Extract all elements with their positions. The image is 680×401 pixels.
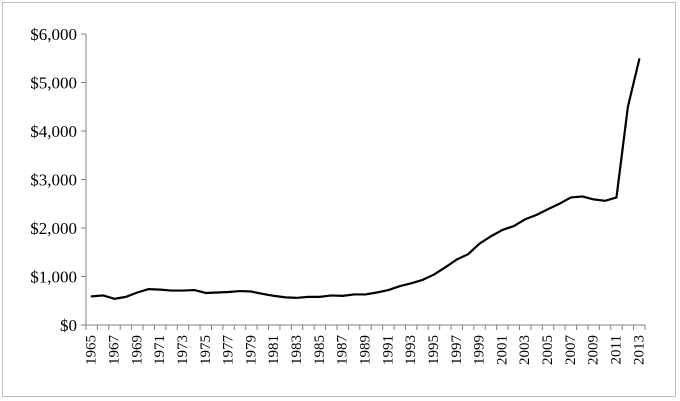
data-point xyxy=(159,288,161,290)
data-point xyxy=(433,273,435,275)
data-point xyxy=(262,293,264,295)
data-point xyxy=(444,266,446,268)
y-tick-label: $4,000 xyxy=(30,122,77,141)
data-point xyxy=(284,296,286,298)
x-tick-label: 1997 xyxy=(449,335,465,366)
data-point xyxy=(421,279,423,281)
data-point xyxy=(113,298,115,300)
data-point xyxy=(136,291,138,293)
x-tick-label: 1991 xyxy=(380,335,396,365)
data-point xyxy=(570,196,572,198)
data-point xyxy=(456,258,458,260)
data-point xyxy=(627,106,629,108)
data-point xyxy=(353,293,355,295)
data-point xyxy=(239,290,241,292)
data-point xyxy=(535,214,537,216)
data-point xyxy=(102,294,104,296)
x-tick-label: 1971 xyxy=(152,335,168,365)
data-point xyxy=(250,290,252,292)
data-point xyxy=(524,218,526,220)
x-axis: 1965 1967 1969 1971 1973 1975 1977 1979 1981 1983… xyxy=(84,324,647,366)
x-tick-label: 1973 xyxy=(175,335,191,365)
data-point xyxy=(501,229,503,231)
y-tick-label: $0 xyxy=(60,316,77,335)
data-point xyxy=(547,208,549,210)
x-tick-label: 1989 xyxy=(358,335,374,365)
data-point xyxy=(330,294,332,296)
data-point xyxy=(490,235,492,237)
data-point xyxy=(364,293,366,295)
data-point xyxy=(307,296,309,298)
x-tick-label: 1995 xyxy=(426,335,442,365)
x-tick-label: 2009 xyxy=(586,335,602,365)
data-point xyxy=(376,291,378,293)
data-point xyxy=(227,291,229,293)
x-tick-label: 1979 xyxy=(243,335,259,365)
x-tick-label: 2001 xyxy=(494,335,510,365)
y-axis: $0 $1,000 $2,000 $3,000 $4,000 $5,000 $6,000 xyxy=(30,25,87,335)
data-point xyxy=(615,196,617,198)
data-point xyxy=(148,288,150,290)
x-tick-label: 1993 xyxy=(403,335,419,365)
data-point xyxy=(296,297,298,299)
data-point xyxy=(387,289,389,291)
data-point xyxy=(341,295,343,297)
series-line xyxy=(90,58,641,300)
y-tick-label: $2,000 xyxy=(30,219,77,238)
x-tick-label: 2007 xyxy=(563,335,579,366)
x-tick-label: 1981 xyxy=(266,335,282,365)
x-tick-label: 1969 xyxy=(129,335,145,365)
data-point xyxy=(592,198,594,200)
data-point xyxy=(467,253,469,255)
data-point xyxy=(205,292,207,294)
data-point xyxy=(638,58,640,60)
data-point xyxy=(273,295,275,297)
chart-frame xyxy=(2,2,676,397)
y-tick-label: $1,000 xyxy=(30,268,77,287)
x-tick-label: 1983 xyxy=(289,335,305,365)
x-tick-label: 1987 xyxy=(335,335,351,366)
data-point xyxy=(216,291,218,293)
data-point xyxy=(399,285,401,287)
data-point xyxy=(581,195,583,197)
data-point xyxy=(604,200,606,202)
data-point xyxy=(558,203,560,205)
data-point xyxy=(91,295,93,297)
x-tick-label: 2003 xyxy=(517,335,533,365)
data-point xyxy=(319,296,321,298)
y-tick-label: $3,000 xyxy=(30,171,77,190)
x-tick-label: 1975 xyxy=(198,335,214,365)
data-point xyxy=(410,282,412,284)
data-point xyxy=(513,225,515,227)
x-tick-label: 1967 xyxy=(107,335,123,366)
data-point xyxy=(478,242,480,244)
data-point xyxy=(125,296,127,298)
x-tick-label: 1999 xyxy=(472,335,488,365)
data-point xyxy=(182,289,184,291)
y-tick-label: $5,000 xyxy=(30,74,77,93)
data-point xyxy=(193,289,195,291)
x-tick-label: 2013 xyxy=(631,335,647,365)
x-tick-label: 1977 xyxy=(221,335,237,366)
data-point xyxy=(170,289,172,291)
x-tick-label: 1965 xyxy=(84,335,100,365)
x-tick-label: 1985 xyxy=(312,335,328,365)
series-group xyxy=(90,58,641,300)
y-tick-label: $6,000 xyxy=(30,25,77,44)
x-tick-label: 2005 xyxy=(540,335,556,365)
x-tick-label: 2011 xyxy=(608,335,624,364)
